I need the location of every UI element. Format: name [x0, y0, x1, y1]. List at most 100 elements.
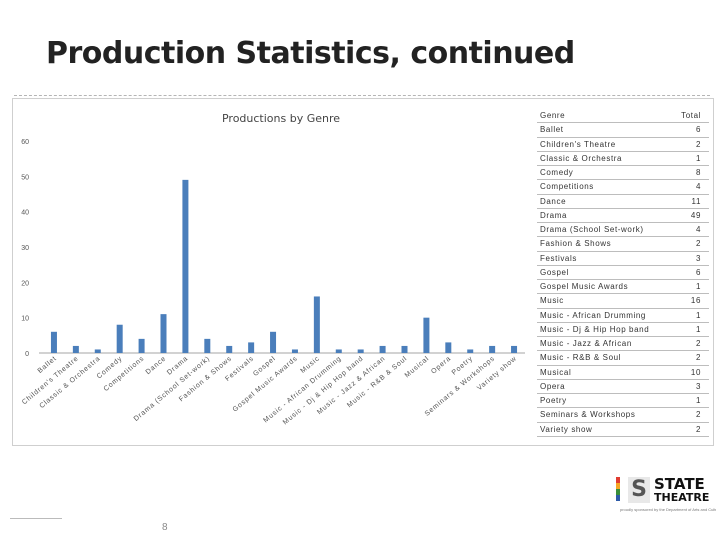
- table-row: Children's Theatre 2: [537, 137, 709, 152]
- table-row: Variety show 2: [537, 422, 709, 437]
- bar: [467, 349, 474, 353]
- table-row: Comedy 8: [537, 165, 709, 181]
- table-row: Classic & Orchestra 1: [537, 151, 709, 167]
- table-cell-genre: Competitions: [537, 179, 673, 195]
- table-row: Music - R&B & Soul 2: [537, 350, 709, 366]
- bar: [357, 349, 364, 353]
- logo-tagline: proudly sponsored by the Department of A…: [620, 507, 716, 512]
- table-cell-total: 1: [672, 279, 709, 295]
- genre-bar-chart: Productions by Genre 0 10 20 30 40 50 60 Balle…: [21, 112, 525, 426]
- table-cell-total: 2: [672, 236, 709, 252]
- table-cell-total: 2: [672, 350, 709, 366]
- genre-totals-table: Genre Total Ballet 6 Children's Theatre 2 Cl…: [537, 109, 709, 437]
- table-cell-total: 16: [672, 293, 709, 309]
- logo-color-strip: [616, 483, 620, 489]
- y-tick-label: 0: [25, 351, 29, 358]
- table-cell-genre: Musical: [537, 365, 673, 380]
- logo-color-strip: [616, 489, 620, 495]
- bar: [511, 345, 518, 353]
- chart-title: Productions by Genre: [222, 112, 340, 125]
- table-cell-genre: Poetry: [537, 393, 673, 409]
- x-tick-label: Opera: [430, 355, 452, 375]
- table-cell-total: 10: [672, 365, 709, 380]
- table-row: Musical 10: [537, 365, 709, 380]
- bar: [313, 296, 320, 353]
- table-row: Poetry 1: [537, 393, 709, 409]
- state-theatre-logo: S STATE THEATRE proudly sponsored by the…: [616, 477, 716, 527]
- table-cell-genre: Variety show: [537, 422, 673, 437]
- bar: [226, 345, 233, 353]
- table-row: Dance 11: [537, 194, 709, 209]
- bar: [50, 331, 57, 353]
- slide-title: Production Statistics, continued: [46, 36, 575, 71]
- table-cell-genre: Ballet: [537, 122, 673, 138]
- logo-mark: S: [628, 477, 650, 503]
- table-row: Competitions 4: [537, 179, 709, 195]
- y-tick-label: 10: [21, 316, 29, 323]
- table-row: Seminars & Workshops 2: [537, 407, 709, 423]
- table-cell-total: 4: [672, 179, 709, 195]
- table-cell-total: 1: [672, 308, 709, 323]
- table-body: Ballet 6 Children's Theatre 2 Classic & Orch…: [537, 122, 709, 437]
- table-header-total: Total: [672, 109, 709, 124]
- table-row: Opera 3: [537, 379, 709, 395]
- table-row: Music - Dj & Hip Hop band 1: [537, 322, 709, 338]
- table-cell-total: 6: [672, 265, 709, 281]
- table-cell-total: 3: [672, 379, 709, 395]
- table-cell-total: 1: [672, 151, 709, 167]
- x-tick-label: Music - Dj & Hip Hop band: [282, 355, 365, 426]
- bar: [335, 349, 342, 353]
- table-cell-total: 4: [672, 222, 709, 238]
- bar: [401, 345, 408, 353]
- table-cell-total: 49: [672, 208, 709, 224]
- table-row: Ballet 6: [537, 122, 709, 138]
- table-header-row: Genre Total: [537, 109, 709, 124]
- table-cell-total: 2: [672, 407, 709, 423]
- chart-axes: 0 10 20 30 40 50 60: [21, 139, 525, 358]
- chart-bars: [50, 179, 518, 353]
- x-tick-label: Musical: [404, 355, 431, 379]
- table-cell-genre: Opera: [537, 379, 673, 395]
- table-row: Music 16: [537, 293, 709, 309]
- logo-state-text: STATE: [654, 475, 705, 493]
- table-cell-total: 2: [672, 422, 709, 437]
- logo-theatre-text: THEATRE: [654, 491, 710, 504]
- table-row: Music - Jazz & African 2: [537, 336, 709, 352]
- y-tick-label: 30: [21, 245, 29, 252]
- bar: [72, 345, 79, 353]
- table-cell-genre: Children's Theatre: [537, 137, 673, 152]
- table-cell-genre: Music: [537, 293, 673, 309]
- table-row: Drama (School Set-work) 4: [537, 222, 709, 238]
- table-cell-total: 2: [672, 137, 709, 152]
- bar: [379, 345, 386, 353]
- table-cell-genre: Classic & Orchestra: [537, 151, 673, 167]
- bar: [116, 324, 123, 353]
- x-tick-label: Competitions: [103, 355, 146, 393]
- x-tick-label: Variety show: [476, 355, 518, 392]
- bar: [138, 338, 145, 353]
- logo-color-strip: [616, 477, 620, 483]
- table-cell-genre: Gospel: [537, 265, 673, 281]
- page-number: 8: [162, 522, 168, 533]
- table-row: Gospel 6: [537, 265, 709, 281]
- y-tick-label: 60: [21, 139, 29, 146]
- table-cell-total: 2: [672, 336, 709, 352]
- table-cell-total: 8: [672, 165, 709, 181]
- table-cell-genre: Music - Dj & Hip Hop band: [537, 322, 673, 338]
- table-cell-genre: Dance: [537, 194, 673, 209]
- x-tick-label: Dance: [145, 355, 168, 376]
- y-tick-label: 50: [21, 174, 29, 181]
- table-cell-total: 3: [672, 251, 709, 266]
- table-cell-total: 1: [672, 322, 709, 338]
- bar: [204, 338, 211, 353]
- bar: [270, 331, 277, 353]
- table-cell-genre: Gospel Music Awards: [537, 279, 673, 295]
- table-cell-total: 6: [672, 122, 709, 138]
- table-row: Festivals 3: [537, 251, 709, 266]
- table-cell-genre: Festivals: [537, 251, 673, 266]
- table-cell-genre: Drama (School Set-work): [537, 222, 673, 238]
- table-cell-genre: Seminars & Workshops: [537, 407, 673, 423]
- bar: [182, 179, 189, 353]
- bar: [248, 342, 255, 353]
